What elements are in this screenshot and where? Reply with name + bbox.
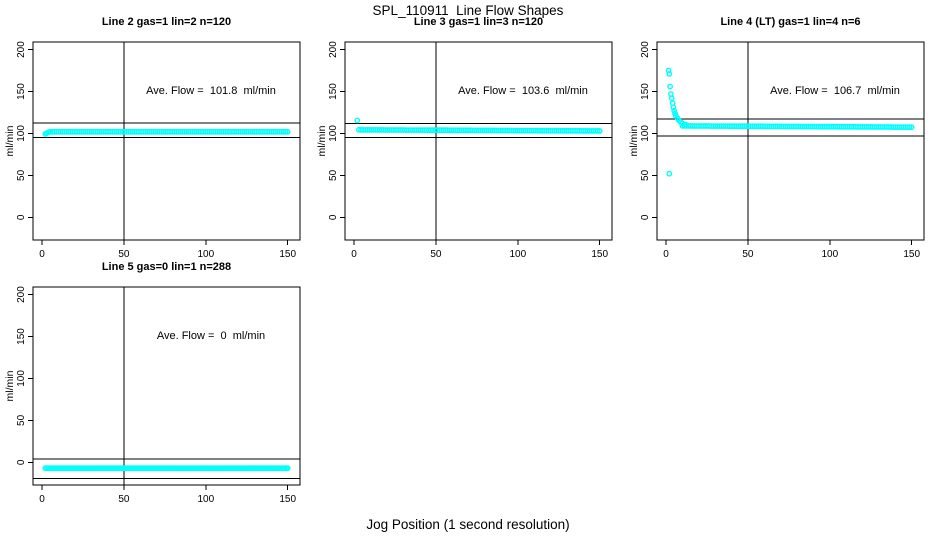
data-points bbox=[42, 465, 291, 472]
x-tick-label: 100 bbox=[509, 249, 526, 260]
data-point bbox=[282, 128, 289, 135]
data-point bbox=[682, 121, 689, 128]
x-tick-label: 0 bbox=[39, 494, 45, 505]
data-points bbox=[665, 67, 915, 177]
x-axis: 0 50 100 150 bbox=[663, 240, 920, 260]
y-tick-label: 200 bbox=[640, 41, 651, 58]
data-point bbox=[670, 104, 677, 111]
panel-line2-plot: 0 50 100 150 0 50 100 150 200 bbox=[16, 41, 301, 260]
y-tick-label: 100 bbox=[328, 125, 339, 142]
y-axis-label: ml/min bbox=[4, 370, 16, 402]
y-tick-label: 100 bbox=[640, 125, 651, 142]
data-point bbox=[354, 117, 361, 124]
y-tick-label: 50 bbox=[640, 169, 651, 181]
ave-flow-annotation: Ave. Flow = 101.8 ml/min bbox=[146, 85, 276, 97]
y-tick-label: 0 bbox=[16, 214, 27, 220]
x-tick-label: 50 bbox=[118, 249, 130, 260]
panel-title: Line 3 gas=1 lin=3 n=120 bbox=[413, 16, 544, 28]
y-tick-label: 200 bbox=[16, 286, 27, 303]
panel-title: Line 5 gas=0 lin=1 n=288 bbox=[101, 261, 232, 273]
panel-line5-plot: 0 50 100 150 0 50 100 150 200 bbox=[16, 286, 301, 505]
x-tick-label: 100 bbox=[821, 249, 838, 260]
data-point bbox=[668, 95, 675, 102]
panel-line4-plot: 0 50 100 150 0 50 100 150 200 bbox=[640, 41, 925, 260]
plot-box bbox=[656, 41, 925, 241]
y-tick-label: 100 bbox=[16, 370, 27, 387]
panel-title: Line 2 gas=1 lin=2 n=120 bbox=[101, 16, 232, 28]
y-tick-label: 0 bbox=[640, 214, 651, 220]
main-title: SPL_110911 Line Flow Shapes bbox=[372, 3, 564, 18]
y-axis: 0 50 100 150 200 bbox=[16, 286, 33, 465]
y-tick-label: 150 bbox=[640, 83, 651, 100]
y-tick-label: 150 bbox=[16, 83, 27, 100]
x-tick-label: 50 bbox=[430, 249, 442, 260]
panel-line4-lt: 0 50 100 150 0 50 100 150 200 Line 4 (LT) gas=1 … bbox=[624, 0, 936, 262]
x-axis: 0 50 100 150 bbox=[39, 240, 296, 260]
y-axis-label: ml/min bbox=[628, 125, 640, 157]
x-axis-label: Jog Position (1 second resolution) bbox=[366, 517, 570, 532]
y-axis: 0 50 100 150 200 bbox=[328, 41, 345, 220]
panel-line2: 0 50 100 150 0 50 100 150 200 Line 2 gas=1 lin=2… bbox=[0, 0, 312, 262]
ave-flow-annotation: Ave. Flow = 0 ml/min bbox=[156, 330, 266, 342]
y-tick-label: 200 bbox=[16, 41, 27, 58]
x-tick-label: 0 bbox=[663, 249, 669, 260]
data-point bbox=[908, 124, 915, 131]
y-tick-label: 100 bbox=[16, 125, 27, 142]
x-tick-label: 50 bbox=[118, 494, 130, 505]
data-points bbox=[354, 117, 603, 134]
x-tick-label: 100 bbox=[197, 494, 214, 505]
x-tick-label: 0 bbox=[39, 249, 45, 260]
data-point bbox=[667, 83, 673, 90]
plot-box bbox=[344, 41, 613, 241]
y-axis-label: ml/min bbox=[316, 125, 328, 157]
data-point bbox=[666, 71, 673, 77]
panel-line3: 0 50 100 150 0 50 100 150 200 Line 3 gas=1 lin=3… bbox=[312, 0, 624, 262]
panel-line3-plot: 0 50 100 150 0 50 100 150 200 bbox=[328, 41, 613, 260]
data-point bbox=[665, 67, 672, 74]
data-point bbox=[596, 127, 603, 134]
data-point bbox=[594, 127, 601, 134]
plot-box bbox=[32, 41, 301, 241]
data-point bbox=[666, 170, 673, 177]
x-tick-label: 0 bbox=[351, 249, 357, 260]
y-tick-label: 150 bbox=[328, 83, 339, 100]
y-tick-label: 50 bbox=[16, 414, 27, 426]
x-axis: 0 50 100 150 bbox=[351, 240, 608, 260]
data-point bbox=[46, 129, 53, 136]
y-axis-label: ml/min bbox=[4, 125, 16, 157]
y-tick-label: 50 bbox=[328, 169, 339, 181]
x-tick-label: 150 bbox=[279, 249, 296, 260]
x-tick-label: 100 bbox=[197, 249, 214, 260]
y-tick-label: 0 bbox=[328, 214, 339, 220]
x-tick-label: 50 bbox=[742, 249, 754, 260]
y-tick-label: 50 bbox=[16, 169, 27, 181]
panel-line5: 0 50 100 150 0 50 100 150 200 Line 5 gas=0 lin=1… bbox=[0, 245, 312, 507]
x-tick-label: 150 bbox=[903, 249, 920, 260]
data-point bbox=[284, 128, 291, 135]
y-axis: 0 50 100 150 200 bbox=[640, 41, 657, 220]
data-point bbox=[906, 124, 913, 131]
data-point bbox=[284, 465, 291, 472]
y-axis: 0 50 100 150 200 bbox=[16, 41, 33, 220]
ave-flow-annotation: Ave. Flow = 103.6 ml/min bbox=[458, 85, 588, 97]
y-tick-label: 200 bbox=[328, 41, 339, 58]
y-tick-label: 0 bbox=[16, 459, 27, 465]
x-tick-label: 150 bbox=[279, 494, 296, 505]
y-tick-label: 150 bbox=[16, 328, 27, 345]
panel-title: Line 4 (LT) gas=1 lin=4 n=6 bbox=[720, 16, 861, 28]
x-tick-label: 150 bbox=[591, 249, 608, 260]
x-axis: 0 50 100 150 bbox=[39, 485, 296, 505]
data-points bbox=[42, 128, 291, 137]
ave-flow-annotation: Ave. Flow = 106.7 ml/min bbox=[770, 85, 900, 97]
plot-box bbox=[32, 286, 301, 486]
